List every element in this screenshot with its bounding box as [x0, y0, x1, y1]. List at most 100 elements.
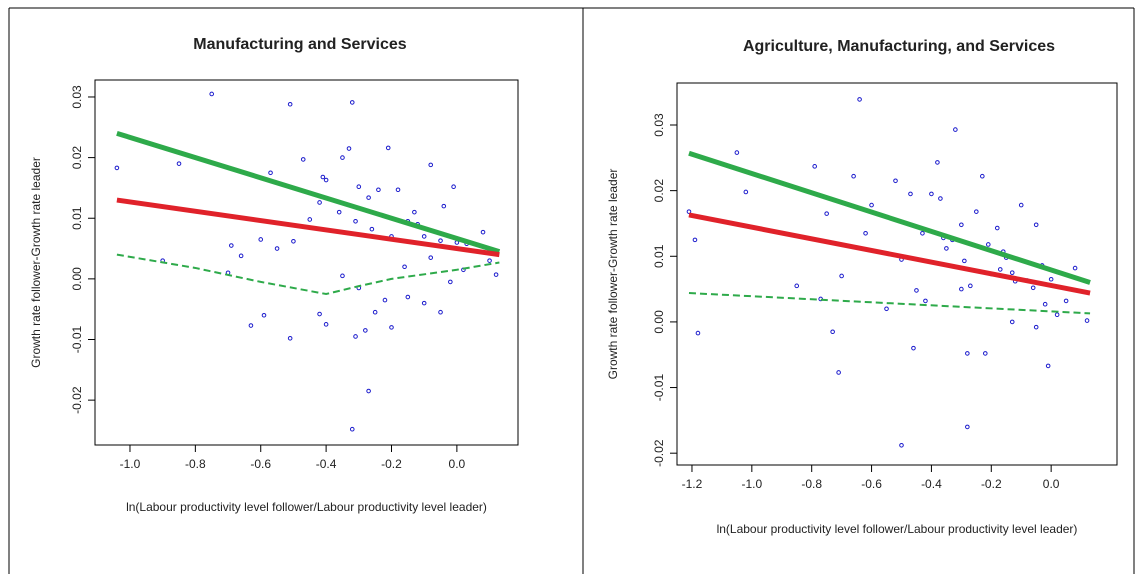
scatter-point — [448, 279, 453, 285]
x-tick-label: -0.8 — [185, 457, 206, 471]
scatter-point — [382, 297, 388, 303]
scatter-point — [258, 237, 264, 242]
scatter-point — [1042, 301, 1048, 307]
scatter-point — [824, 211, 829, 216]
scatter-point — [438, 309, 443, 315]
scatter-point — [487, 258, 492, 263]
scatter-point — [968, 283, 973, 289]
scatter-point — [114, 165, 120, 171]
scatter-point — [376, 187, 381, 193]
scatter-point — [1084, 318, 1090, 323]
scatter-point — [812, 164, 817, 169]
fit-line — [116, 130, 501, 254]
scatter-point — [938, 196, 943, 201]
scatter-point — [317, 311, 322, 317]
scatter-point — [287, 101, 293, 107]
scatter-point — [994, 225, 1000, 231]
x-tick-label: 0.0 — [1043, 477, 1060, 491]
scatter-point — [794, 283, 800, 289]
scatter-point — [959, 286, 964, 292]
scatter-point — [1009, 270, 1015, 275]
scatter-point — [914, 288, 919, 293]
scatter-point — [248, 323, 254, 328]
scatter-point — [734, 150, 740, 155]
scatter-point — [911, 345, 916, 351]
scatter-point — [935, 160, 940, 165]
scatter-point — [1045, 363, 1051, 369]
scatter-point — [985, 242, 991, 247]
scatter-point — [980, 173, 985, 179]
y-tick-label: 0.03 — [652, 113, 666, 137]
scatter-point — [291, 238, 296, 244]
scatter-point — [353, 334, 358, 339]
scatter-point — [692, 237, 698, 243]
x-tick-label: -0.2 — [381, 457, 402, 471]
scatter-point — [962, 258, 967, 264]
fit-line — [688, 150, 1091, 285]
x-axis-label: ln(Labour productivity level follower/La… — [717, 522, 1078, 536]
y-tick-label: -0.02 — [70, 386, 84, 414]
scatter-point — [982, 351, 988, 356]
scatter-point — [340, 155, 345, 160]
fit-line — [688, 212, 1091, 296]
scatter-point — [908, 191, 913, 197]
scatter-point — [893, 178, 898, 184]
scatter-point — [366, 195, 371, 200]
x-tick-label: -0.2 — [981, 477, 1002, 491]
scatter-point — [863, 231, 868, 236]
x-tick-label: -0.4 — [316, 457, 337, 471]
x-tick-label: -0.4 — [921, 477, 942, 491]
scatter-point — [965, 424, 970, 430]
scatter-point — [974, 209, 979, 214]
scatter-point — [268, 170, 273, 176]
scatter-point — [395, 187, 401, 193]
scatter-point — [899, 443, 904, 448]
scatter-point — [959, 222, 964, 228]
scatter-point — [300, 157, 306, 162]
scatter-point — [480, 229, 486, 235]
scatter-point — [209, 91, 215, 97]
x-tick-label: 0.0 — [449, 457, 466, 471]
x-tick-label: -1.0 — [741, 477, 762, 491]
scatter-point — [389, 325, 394, 330]
scatter-point — [944, 246, 949, 251]
x-tick-label: -0.8 — [801, 477, 822, 491]
scatter-point — [929, 191, 934, 197]
scatter-point — [1030, 285, 1036, 291]
scatter-point — [428, 255, 434, 260]
scatter-point — [869, 202, 874, 208]
scatter-point — [884, 306, 889, 312]
fit-line — [116, 197, 500, 258]
scatter-point — [493, 272, 499, 277]
scatter-point — [421, 234, 427, 239]
scatter-point — [923, 298, 928, 304]
scatter-point — [1033, 222, 1039, 228]
scatter-point — [1009, 319, 1015, 325]
scatter-point — [317, 200, 322, 205]
y-tick-label: 0.00 — [652, 310, 666, 334]
chart-title: Manufacturing and Services — [193, 36, 406, 53]
y-tick-label: -0.01 — [652, 374, 666, 402]
scatter-point — [229, 243, 234, 248]
scatter-point — [1063, 298, 1069, 304]
y-tick-label: 0.01 — [70, 206, 84, 230]
scatter-point — [421, 300, 427, 306]
scatter-point — [1033, 324, 1039, 330]
scatter-point — [686, 209, 692, 214]
scatter-point — [353, 218, 358, 224]
dashed-fit-line — [688, 292, 1091, 315]
y-tick-label: 0.01 — [652, 244, 666, 268]
scatter-point — [1048, 276, 1054, 282]
scatter-point — [366, 388, 371, 394]
scatter-point — [323, 322, 329, 327]
scatter-point — [412, 209, 417, 215]
scatter-point — [385, 145, 391, 151]
scatter-point — [369, 226, 375, 232]
plot-box — [676, 82, 1118, 466]
x-tick-label: -0.6 — [861, 477, 882, 491]
scatter-point — [1072, 265, 1078, 271]
scatter-point — [953, 127, 958, 132]
scatter-point — [307, 217, 313, 222]
